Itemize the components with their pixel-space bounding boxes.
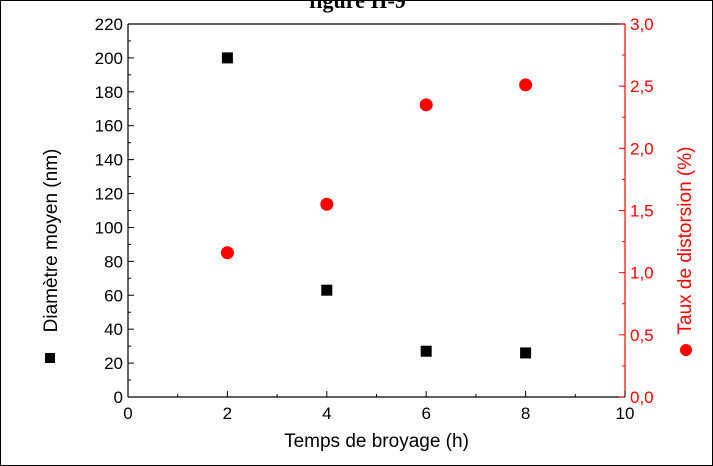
y-right-tick-label: 3,0 [630, 15, 654, 34]
y-left-tick-label: 200 [95, 49, 123, 68]
y-right-legend-marker [680, 344, 692, 356]
y-left-tick-label: 0 [114, 388, 123, 407]
y-left-tick-label: 40 [104, 320, 123, 339]
data-point-circle [220, 246, 234, 260]
y-right-tick-label: 2,5 [630, 77, 654, 96]
y-left-tick-label: 20 [104, 354, 123, 373]
y-left-tick-label: 100 [95, 218, 123, 237]
y-right-tick-label: 1,5 [630, 202, 654, 221]
data-point-square [520, 347, 532, 359]
x-axis-title: Temps de broyage (h) [284, 431, 469, 452]
y-left-axis-title: Diamètre moyen (nm) [41, 149, 62, 333]
y-left-tick-label: 120 [95, 185, 123, 204]
y-left-tick-label: 160 [95, 117, 123, 136]
y-right-tick-label: 1,0 [630, 264, 654, 283]
x-tick-label: 6 [421, 404, 430, 423]
x-tick-label: 2 [223, 404, 232, 423]
y-left-tick-label: 180 [95, 83, 123, 102]
data-point-square [321, 284, 333, 296]
y-right-tick-label: 0,5 [630, 326, 654, 345]
y-left-tick-label: 80 [104, 252, 123, 271]
data-point-square [221, 52, 233, 64]
y-right-axis-title: Taux de distorsion (%) [675, 147, 696, 335]
y-right-tick-label: 0,0 [630, 388, 654, 407]
data-point-circle [320, 197, 334, 211]
x-tick-label: 4 [322, 404, 331, 423]
y-left-tick-label: 220 [95, 15, 123, 34]
figure-caption: figure II-9 [309, 0, 406, 13]
y-left-tick-label: 60 [104, 286, 123, 305]
data-point-circle [419, 98, 433, 112]
y-left-tick-label: 140 [95, 151, 123, 170]
data-point-square [420, 345, 432, 357]
x-tick-label: 8 [521, 404, 530, 423]
y-left-legend-marker [45, 353, 55, 363]
x-tick-label: 0 [123, 404, 132, 423]
data-point-circle [519, 78, 533, 92]
y-right-tick-label: 2,0 [630, 139, 654, 158]
x-tick-label: 10 [616, 404, 635, 423]
